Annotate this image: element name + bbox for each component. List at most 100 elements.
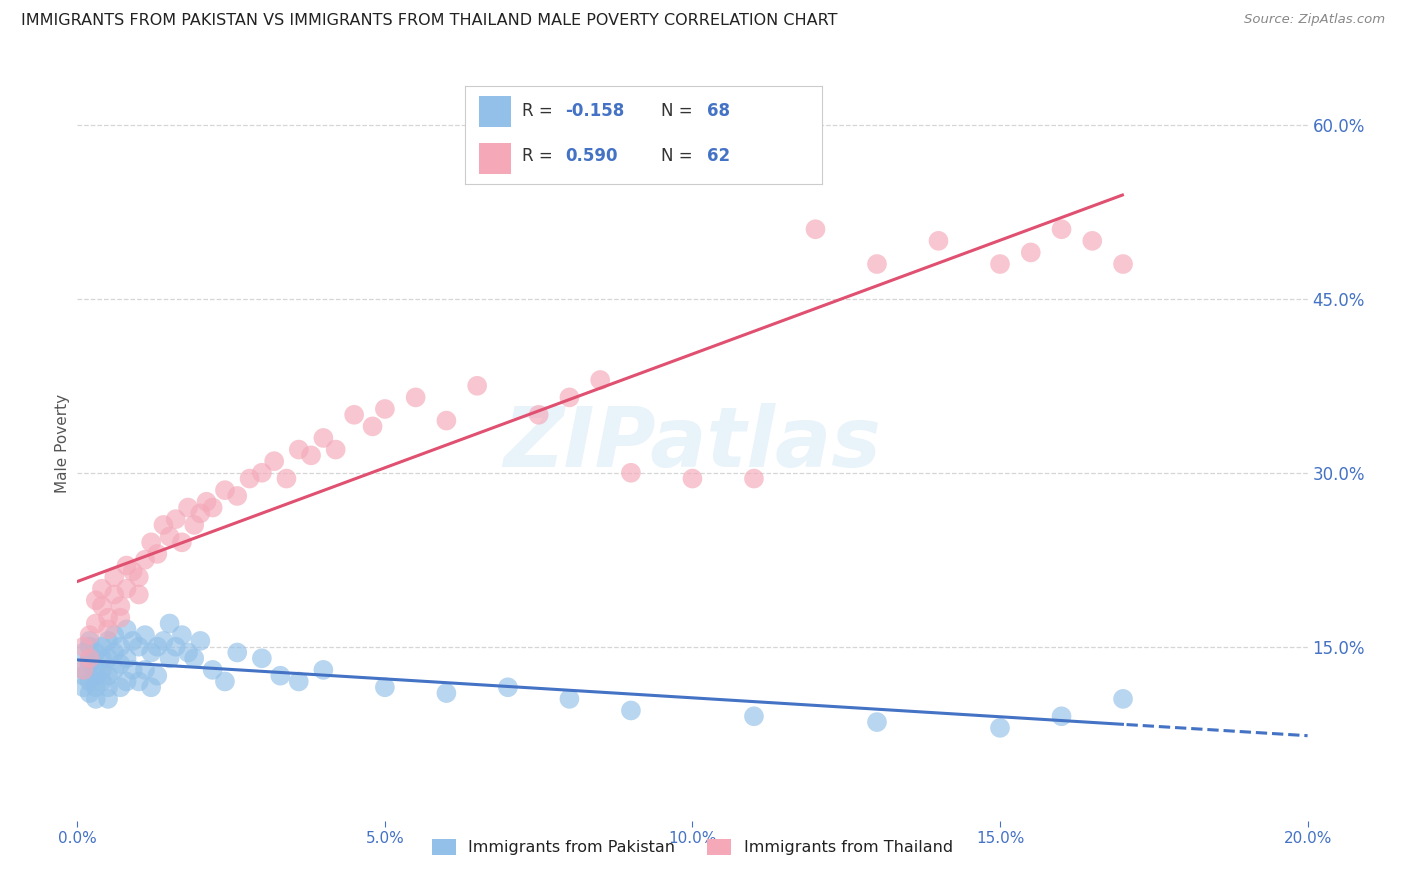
Point xyxy=(79,686,101,700)
Point xyxy=(115,651,138,665)
Point xyxy=(159,651,181,665)
Point xyxy=(742,709,765,723)
Point xyxy=(239,472,262,486)
Point xyxy=(188,507,212,521)
Point xyxy=(374,402,396,417)
Point xyxy=(97,611,120,625)
Point xyxy=(97,692,120,706)
Point xyxy=(226,646,249,660)
Point xyxy=(79,651,101,665)
Point xyxy=(110,611,132,625)
Point xyxy=(134,628,156,642)
Point xyxy=(115,674,138,689)
Point xyxy=(250,651,273,665)
Point xyxy=(988,721,1011,735)
Point xyxy=(201,663,224,677)
Point xyxy=(97,651,120,665)
Point xyxy=(558,692,581,706)
Point xyxy=(288,442,311,457)
Point xyxy=(134,553,156,567)
Point xyxy=(312,663,335,677)
Point xyxy=(170,535,193,549)
Point xyxy=(405,391,427,405)
Point xyxy=(496,153,519,167)
Point xyxy=(558,391,581,405)
Point xyxy=(115,582,138,596)
Point xyxy=(165,640,187,654)
Point xyxy=(90,663,114,677)
Point xyxy=(103,646,125,660)
Point xyxy=(141,681,163,695)
Point xyxy=(866,257,889,271)
Point xyxy=(79,640,101,654)
Point xyxy=(72,640,94,654)
Text: ZIPatlas: ZIPatlas xyxy=(503,403,882,484)
Point xyxy=(110,640,132,654)
Point xyxy=(742,472,765,486)
Point xyxy=(72,681,94,695)
Point xyxy=(103,628,125,642)
Point xyxy=(97,623,120,637)
Point xyxy=(361,419,384,434)
Point xyxy=(159,530,181,544)
Point xyxy=(436,686,458,700)
Point xyxy=(988,257,1011,271)
Point xyxy=(299,449,322,463)
Point xyxy=(620,703,643,717)
Point xyxy=(804,222,827,236)
Point xyxy=(128,674,150,689)
Point xyxy=(589,373,612,387)
Point xyxy=(177,646,200,660)
Point xyxy=(97,669,120,683)
Point xyxy=(288,674,311,689)
Point xyxy=(141,535,163,549)
Point xyxy=(90,651,114,665)
Point xyxy=(72,663,94,677)
Point xyxy=(128,588,150,602)
Point xyxy=(214,674,236,689)
Point xyxy=(1050,222,1073,236)
Point xyxy=(84,593,107,607)
Point xyxy=(72,669,94,683)
Point xyxy=(1112,692,1135,706)
Point xyxy=(90,599,114,614)
Point xyxy=(84,663,107,677)
Point xyxy=(159,616,181,631)
Point xyxy=(84,681,107,695)
Point xyxy=(527,408,550,422)
Point xyxy=(115,623,138,637)
Point xyxy=(79,674,101,689)
Legend: Immigrants from Pakistan, Immigrants from Thailand: Immigrants from Pakistan, Immigrants fro… xyxy=(425,832,960,862)
Point xyxy=(128,570,150,584)
Point xyxy=(165,512,187,526)
Point xyxy=(121,633,143,648)
Point xyxy=(152,633,174,648)
Point xyxy=(90,582,114,596)
Point xyxy=(90,640,114,654)
Text: IMMIGRANTS FROM PAKISTAN VS IMMIGRANTS FROM THAILAND MALE POVERTY CORRELATION CH: IMMIGRANTS FROM PAKISTAN VS IMMIGRANTS F… xyxy=(21,13,838,29)
Point xyxy=(79,651,101,665)
Point xyxy=(1019,245,1042,260)
Point xyxy=(84,616,107,631)
Point xyxy=(214,483,236,498)
Point xyxy=(201,500,224,515)
Point xyxy=(325,442,347,457)
Point xyxy=(436,414,458,428)
Point xyxy=(115,558,138,573)
Point xyxy=(90,674,114,689)
Point xyxy=(928,234,950,248)
Point xyxy=(84,692,107,706)
Point xyxy=(496,681,519,695)
Point xyxy=(183,651,205,665)
Point xyxy=(103,588,125,602)
Point xyxy=(84,646,107,660)
Point xyxy=(134,663,156,677)
Point xyxy=(177,500,200,515)
Point xyxy=(79,657,101,672)
Point xyxy=(226,489,249,503)
Point xyxy=(97,681,120,695)
Point xyxy=(465,379,488,393)
Point xyxy=(152,517,174,532)
Point xyxy=(72,663,94,677)
Point xyxy=(866,715,889,730)
